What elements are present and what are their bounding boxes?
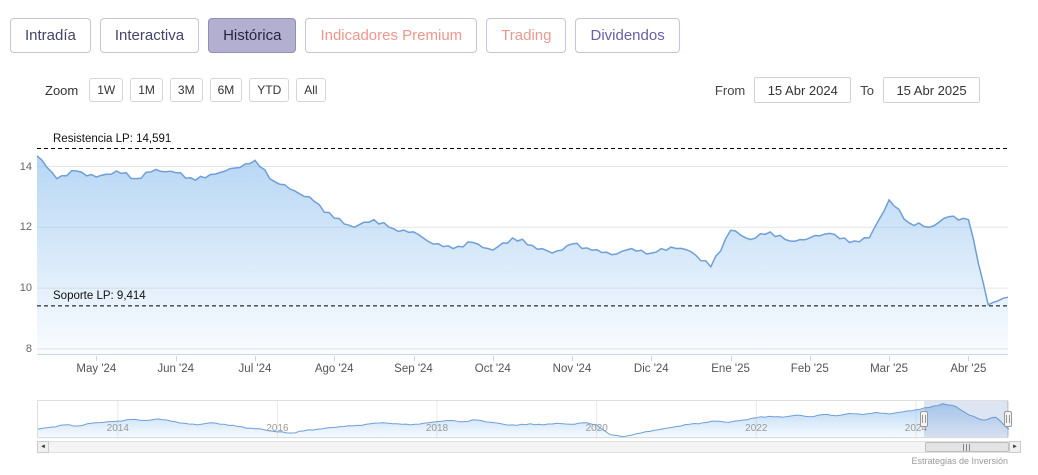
x-axis-label: Dic '24 [633, 363, 669, 375]
tab-historica[interactable]: Histórica [208, 18, 297, 53]
navigator-year-label: 2018 [425, 423, 449, 434]
annotation-label: Resistencia LP: 14,591 [53, 132, 172, 145]
y-axis-label: 8 [25, 342, 32, 355]
x-axis-label: Jun '24 [157, 363, 195, 375]
to-label: To [860, 82, 874, 98]
scrollbar-grip-icon [963, 443, 971, 451]
main-chart[interactable]: Resistencia LP: 14,591 Soporte LP: 9,414 [36, 130, 1009, 355]
x-axis-tick [255, 356, 256, 361]
navigator-left-handle[interactable] [919, 411, 928, 427]
navigator[interactable]: 2014 2016 2018 2020 2022 2024 [37, 400, 1012, 439]
x-axis-label: Abr '25 [950, 363, 987, 375]
handle-grip-icon [1006, 415, 1010, 423]
scrollbar-right-arrow[interactable]: ► [1009, 441, 1021, 453]
credit-label: Estrategias de Inversión [911, 456, 1008, 466]
zoom-button-ytd[interactable]: YTD [249, 78, 290, 102]
zoom-label: Zoom [45, 82, 79, 98]
y-axis-label: 14 [19, 160, 32, 173]
scrollbar-left-arrow[interactable]: ◄ [37, 441, 49, 453]
x-axis-label: Mar '25 [870, 363, 909, 375]
x-axis-tick [730, 356, 732, 361]
scrollbar: ◄ ► [37, 441, 1021, 453]
x-axis-label: Nov '24 [552, 363, 592, 375]
x-axis-tick [334, 356, 336, 361]
navigator-selection[interactable] [923, 401, 1009, 437]
x-axis-label: Ene '25 [711, 363, 750, 375]
tab-interactiva[interactable]: Interactiva [99, 18, 200, 53]
x-axis-tick [651, 356, 653, 361]
x-axis-tick [968, 356, 970, 361]
navigator-year-label: 2014 [106, 423, 129, 434]
tab-bar: Intradía Interactiva Histórica Indicador… [10, 18, 680, 53]
scrollbar-thumb[interactable] [924, 442, 1009, 452]
x-axis-tick [492, 356, 494, 361]
y-axis-label: 12 [19, 221, 32, 234]
zoom-button-1m[interactable]: 1M [130, 78, 163, 102]
x-axis-label: Sep '24 [394, 363, 433, 375]
x-axis-tick [572, 356, 573, 361]
tab-trading[interactable]: Trading [486, 18, 567, 53]
from-label: From [714, 82, 746, 98]
scrollbar-track[interactable] [49, 441, 1009, 453]
tab-indicadores-premium[interactable]: Indicadores Premium [305, 18, 478, 53]
annotation-label: Soporte LP: 9,414 [53, 289, 146, 302]
x-axis-label: Jul '24 [238, 363, 272, 375]
x-axis-labels: May '24 Jun '24 Jul '24 Ago '24 Sep '24 Oct '… [37, 356, 1008, 378]
date-range-controls: From To [715, 77, 980, 103]
navigator-year-label: 2024 [904, 423, 928, 434]
price-area-chart [36, 148, 1009, 355]
navigator-year-label: 2016 [266, 423, 289, 434]
handle-grip-icon [921, 415, 926, 423]
right-arrow-icon: ► [1012, 444, 1018, 450]
x-axis-label: May '24 [76, 363, 117, 375]
tab-dividendos[interactable]: Dividendos [575, 18, 680, 53]
x-axis-tick [175, 356, 177, 361]
from-date-input[interactable] [754, 77, 852, 103]
x-axis-tick [413, 356, 415, 361]
y-axis-label: 10 [19, 282, 32, 295]
navigator-area-chart [38, 401, 1009, 439]
zoom-controls: Zoom 1W 1M 3M 6M YTD All [45, 78, 326, 102]
zoom-button-6m[interactable]: 6M [209, 78, 243, 102]
zoom-button-all[interactable]: All [296, 78, 326, 102]
to-date-input[interactable] [883, 77, 980, 103]
x-axis-tick [809, 356, 811, 361]
x-axis-label: Oct '24 [474, 363, 511, 375]
zoom-button-1w[interactable]: 1W [89, 78, 124, 102]
y-axis-labels: 8 10 12 14 [2, 130, 32, 355]
tab-intradia[interactable]: Intradía [10, 18, 91, 53]
navigator-right-handle[interactable] [1004, 411, 1012, 427]
x-axis-label: Ago '24 [314, 363, 354, 375]
zoom-button-3m[interactable]: 3M [169, 78, 203, 102]
navigator-year-label: 2022 [745, 423, 768, 434]
x-axis-tick [889, 356, 891, 361]
navigator-year-label: 2020 [585, 423, 608, 434]
x-axis-tick [96, 356, 98, 361]
left-arrow-icon: ◄ [40, 444, 46, 450]
x-axis-label: Feb '25 [790, 363, 829, 375]
